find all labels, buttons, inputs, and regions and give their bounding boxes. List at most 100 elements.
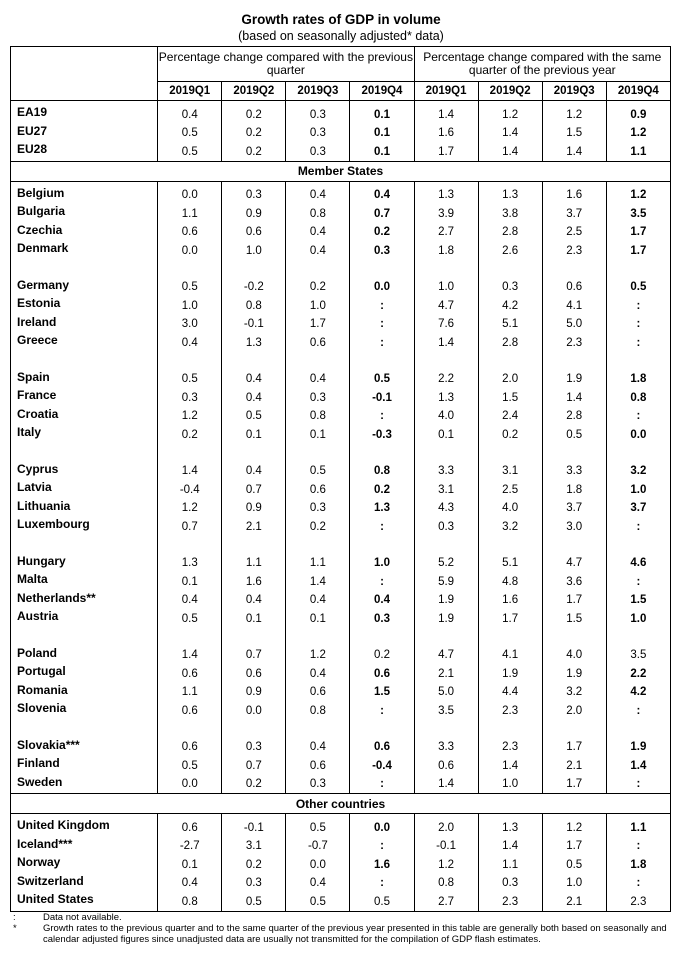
table-row: Slovakia*** 0.6 0.3 0.4 0.6 3.3 2.3 1.7 1.9: [9, 737, 672, 756]
value-cell: 1.2: [605, 123, 672, 142]
spacer-cell: [285, 627, 350, 646]
value-cell: 1.4: [157, 645, 222, 664]
value-cell: 0.5: [605, 277, 672, 296]
footnote-symbol: :: [13, 912, 16, 923]
spacer-cell: [477, 627, 543, 646]
table-row: Romania 1.1 0.9 0.6 1.5 5.0 4.4 3.2 4.2: [9, 682, 672, 701]
value-cell: 0.8: [605, 388, 672, 407]
value-cell: 0.8: [157, 892, 222, 912]
value-cell: 0.5: [157, 123, 222, 142]
spacer-cell: [9, 259, 158, 278]
table-subtitle: (based on seasonally adjusted* data): [238, 29, 444, 43]
value-cell: 2.2: [605, 664, 672, 683]
value-cell: 0.0: [157, 241, 222, 260]
country-name: Austria: [9, 609, 158, 628]
spacer-cell: [157, 443, 222, 462]
spacer-cell: [605, 627, 672, 646]
value-cell: 1.5: [349, 682, 415, 701]
spacer-cell: [157, 719, 222, 738]
value-cell: 1.0: [221, 241, 286, 260]
value-cell: :: [349, 406, 415, 425]
footnotes: : Data not available. * Growth rates to the…: [10, 912, 675, 945]
country-name: Switzerland: [9, 873, 158, 892]
country-name: Lithuania: [9, 498, 158, 517]
country-name: United Kingdom: [9, 813, 158, 837]
value-cell: 0.3: [349, 241, 415, 260]
table-row: United Kingdom 0.6 -0.1 0.5 0.0 2.0 1.3 1.2 1.1: [9, 813, 672, 837]
value-cell: 1.4: [285, 572, 350, 591]
value-cell: 1.3: [477, 813, 543, 837]
spacer-cell: [285, 535, 350, 554]
value-cell: 0.3: [285, 498, 350, 517]
value-cell: 1.1: [285, 553, 350, 572]
value-cell: 2.1: [221, 517, 286, 536]
country-name: Luxembourg: [9, 517, 158, 536]
value-cell: 0.7: [221, 480, 286, 499]
value-cell: -0.4: [157, 480, 222, 499]
value-cell: 1.6: [413, 123, 479, 142]
spacer-cell: [413, 535, 479, 554]
spacer-cell: [157, 535, 222, 554]
country-name: Italy: [9, 425, 158, 444]
value-cell: 1.7: [541, 590, 607, 609]
value-cell: 1.2: [157, 498, 222, 517]
spacer-cell: [477, 535, 543, 554]
value-cell: :: [605, 873, 672, 892]
group-spacer: [9, 535, 672, 554]
value-cell: 3.1: [477, 461, 543, 480]
value-cell: 4.4: [477, 682, 543, 701]
value-cell: 1.4: [413, 333, 479, 352]
spacer-cell: [605, 535, 672, 554]
table-row: Bulgaria 1.1 0.9 0.8 0.7 3.9 3.8 3.7 3.5: [9, 204, 672, 223]
value-cell: 7.6: [413, 314, 479, 333]
value-cell: 0.5: [221, 406, 286, 425]
value-cell: 2.7: [413, 892, 479, 912]
value-cell: 1.0: [541, 873, 607, 892]
value-cell: 3.7: [541, 498, 607, 517]
country-name: Portugal: [9, 664, 158, 683]
value-cell: 0.8: [285, 406, 350, 425]
value-cell: 2.0: [477, 369, 543, 388]
section-header-row: Other countries: [10, 793, 671, 814]
value-cell: 5.1: [477, 314, 543, 333]
value-cell: 1.1: [221, 553, 286, 572]
value-cell: 3.6: [541, 572, 607, 591]
footnote: : Data not available.: [10, 912, 675, 923]
value-cell: :: [349, 873, 415, 892]
value-cell: 1.8: [605, 369, 672, 388]
value-cell: 2.8: [477, 222, 543, 241]
value-cell: 0.6: [157, 813, 222, 837]
value-cell: 4.1: [477, 645, 543, 664]
value-cell: 3.0: [157, 314, 222, 333]
value-cell: 0.5: [157, 609, 222, 628]
footnote-text: Data not available.: [43, 912, 122, 923]
value-cell: 1.7: [477, 609, 543, 628]
gdp-growth-table: Percentage change compared with the prev…: [9, 46, 672, 912]
value-cell: 2.3: [541, 333, 607, 352]
value-cell: 1.9: [413, 609, 479, 628]
value-cell: 1.4: [477, 142, 543, 161]
value-cell: 0.1: [157, 572, 222, 591]
table-row: Finland 0.5 0.7 0.6 -0.4 0.6 1.4 2.1 1.4: [9, 756, 672, 775]
spacer-cell: [413, 443, 479, 462]
value-cell: 0.2: [349, 222, 415, 241]
value-cell: 3.3: [541, 461, 607, 480]
spacer-cell: [157, 627, 222, 646]
spacer-cell: [9, 719, 158, 738]
value-cell: 0.5: [349, 369, 415, 388]
value-cell: 4.3: [413, 498, 479, 517]
table-row: Italy 0.2 0.1 0.1 -0.3 0.1 0.2 0.5 0.0: [9, 425, 672, 444]
value-cell: 1.4: [477, 836, 543, 855]
value-cell: 0.2: [221, 855, 286, 874]
value-cell: 0.8: [285, 204, 350, 223]
value-cell: 4.0: [541, 645, 607, 664]
value-cell: 0.1: [221, 425, 286, 444]
value-cell: 0.2: [221, 123, 286, 142]
value-cell: 1.5: [605, 590, 672, 609]
value-cell: 0.6: [285, 756, 350, 775]
value-cell: 1.2: [413, 855, 479, 874]
value-cell: 1.6: [349, 855, 415, 874]
value-cell: 0.5: [157, 369, 222, 388]
value-cell: 0.3: [413, 517, 479, 536]
value-cell: 1.6: [477, 590, 543, 609]
